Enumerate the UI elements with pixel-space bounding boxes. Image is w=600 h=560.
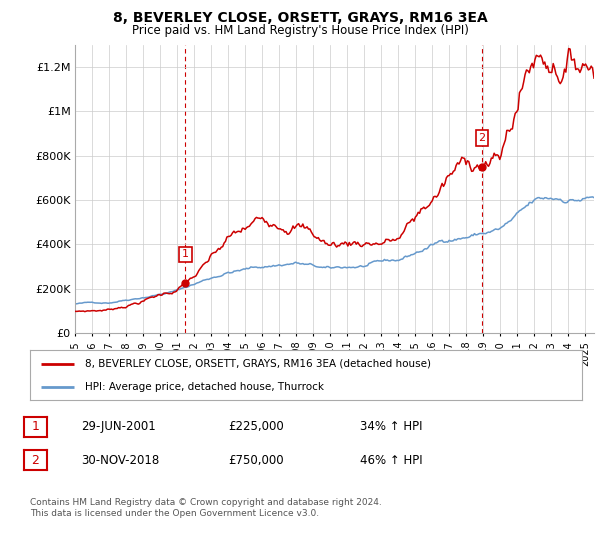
Text: 2: 2	[31, 454, 40, 467]
Text: Contains HM Land Registry data © Crown copyright and database right 2024.
This d: Contains HM Land Registry data © Crown c…	[30, 498, 382, 518]
Text: 1: 1	[182, 249, 189, 259]
Text: 29-JUN-2001: 29-JUN-2001	[81, 420, 156, 433]
Text: 2: 2	[478, 133, 485, 143]
Text: Price paid vs. HM Land Registry's House Price Index (HPI): Price paid vs. HM Land Registry's House …	[131, 24, 469, 36]
Text: 1: 1	[31, 420, 40, 433]
Text: £225,000: £225,000	[228, 420, 284, 433]
Text: £750,000: £750,000	[228, 454, 284, 467]
Text: 30-NOV-2018: 30-NOV-2018	[81, 454, 159, 467]
Text: 8, BEVERLEY CLOSE, ORSETT, GRAYS, RM16 3EA (detached house): 8, BEVERLEY CLOSE, ORSETT, GRAYS, RM16 3…	[85, 358, 431, 368]
Text: 8, BEVERLEY CLOSE, ORSETT, GRAYS, RM16 3EA: 8, BEVERLEY CLOSE, ORSETT, GRAYS, RM16 3…	[113, 11, 487, 25]
Text: HPI: Average price, detached house, Thurrock: HPI: Average price, detached house, Thur…	[85, 382, 324, 392]
Text: 46% ↑ HPI: 46% ↑ HPI	[360, 454, 422, 467]
Text: 34% ↑ HPI: 34% ↑ HPI	[360, 420, 422, 433]
